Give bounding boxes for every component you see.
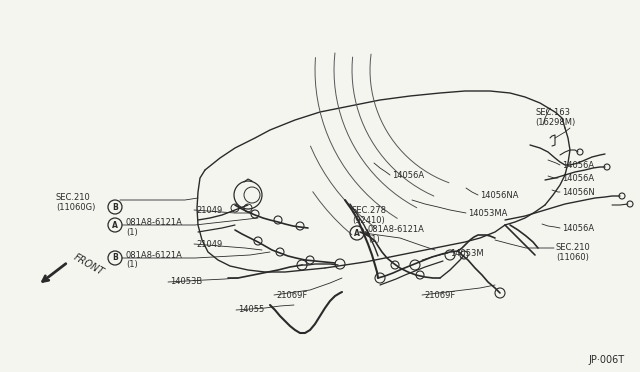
Text: A: A — [354, 228, 360, 237]
Text: 14053M: 14053M — [450, 248, 484, 257]
Text: 21049: 21049 — [196, 205, 222, 215]
Text: (1): (1) — [126, 228, 138, 237]
Text: SEC.278: SEC.278 — [352, 205, 387, 215]
Text: 21049: 21049 — [196, 240, 222, 248]
Text: A: A — [112, 221, 118, 230]
Text: (1): (1) — [368, 234, 380, 244]
Text: 081A8-6121A: 081A8-6121A — [126, 250, 183, 260]
Text: 14053MA: 14053MA — [468, 208, 508, 218]
Text: SEC.210: SEC.210 — [556, 243, 591, 252]
Text: 21069F: 21069F — [276, 291, 307, 299]
Text: 14056A: 14056A — [392, 170, 424, 180]
Text: 14055: 14055 — [238, 305, 264, 314]
Text: SEC.210: SEC.210 — [56, 193, 91, 202]
Text: 14056A: 14056A — [562, 173, 594, 183]
Text: (11060G): (11060G) — [56, 203, 95, 212]
Text: SEC.163
(16298M): SEC.163 (16298M) — [535, 108, 575, 127]
Text: 14056N: 14056N — [562, 187, 595, 196]
Text: JP·006T: JP·006T — [589, 355, 625, 365]
Text: 14053B: 14053B — [170, 278, 202, 286]
Text: (92410): (92410) — [352, 215, 385, 224]
Text: 14056A: 14056A — [562, 224, 594, 232]
Text: 21069F: 21069F — [424, 291, 455, 299]
Text: 14056A: 14056A — [562, 160, 594, 170]
Text: (11060): (11060) — [556, 253, 589, 262]
Text: (1): (1) — [126, 260, 138, 269]
Text: B: B — [112, 202, 118, 212]
Text: 081A8-6121A: 081A8-6121A — [126, 218, 183, 227]
Text: 081A8-6121A: 081A8-6121A — [368, 224, 425, 234]
Text: 14056NA: 14056NA — [480, 190, 518, 199]
Text: B: B — [112, 253, 118, 263]
Text: FRONT: FRONT — [72, 252, 106, 278]
